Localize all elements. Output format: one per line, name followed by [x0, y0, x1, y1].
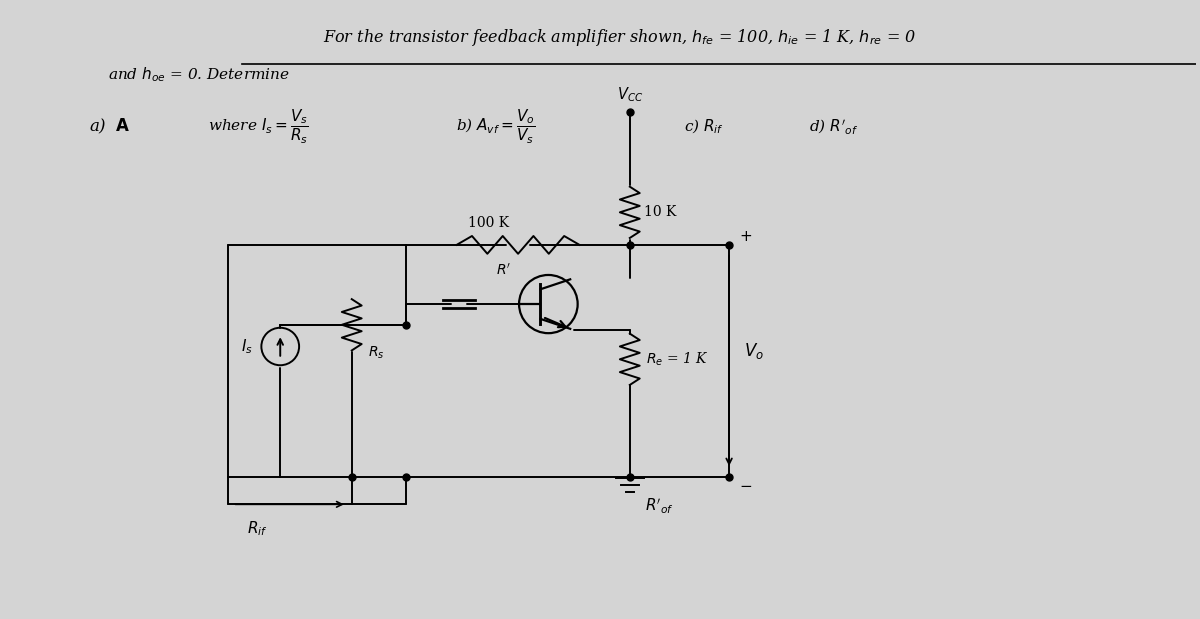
Text: $R_{if}$: $R_{if}$ — [247, 519, 268, 538]
Text: $R_s$: $R_s$ — [367, 344, 384, 361]
Text: $R'$: $R'$ — [496, 262, 511, 278]
Text: c) $R_{if}$: c) $R_{if}$ — [684, 117, 725, 136]
Text: b) $A_{vf} = \dfrac{V_o}{V_s}$: b) $A_{vf} = \dfrac{V_o}{V_s}$ — [456, 108, 535, 145]
Text: and $h_{oe}$ = 0. Determine: and $h_{oe}$ = 0. Determine — [108, 65, 290, 84]
Text: 100 K: 100 K — [468, 216, 509, 230]
Text: a)  $\mathbf{A}$: a) $\mathbf{A}$ — [89, 117, 131, 136]
Text: $-$: $-$ — [739, 477, 752, 492]
Text: $R'_{of}$: $R'_{of}$ — [644, 496, 673, 516]
Text: +: + — [739, 230, 751, 245]
Text: $I_s$: $I_s$ — [241, 337, 252, 356]
Text: $R_e$ = 1 K: $R_e$ = 1 K — [646, 350, 708, 368]
Text: $V_o$: $V_o$ — [744, 341, 764, 361]
Text: where $I_s = \dfrac{V_s}{R_s}$: where $I_s = \dfrac{V_s}{R_s}$ — [208, 108, 308, 145]
Text: For the transistor feedback amplifier shown, $h_{fe}$ = 100, $h_{ie}$ = 1 K, $h_: For the transistor feedback amplifier sh… — [323, 27, 917, 48]
Text: $V_{CC}$: $V_{CC}$ — [617, 85, 643, 104]
Text: d) $R'_{of}$: d) $R'_{of}$ — [809, 117, 858, 136]
Text: 10 K: 10 K — [643, 206, 676, 219]
